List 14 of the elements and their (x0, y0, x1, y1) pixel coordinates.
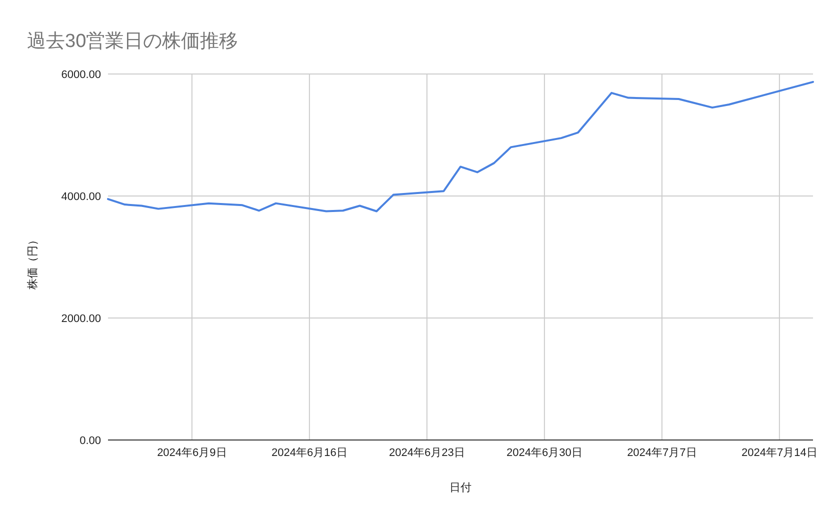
x-tick-label: 2024年6月30日 (506, 447, 582, 459)
chart-title: 過去30営業日の株価推移 (27, 31, 238, 52)
y-tick-label: 4000.00 (61, 190, 101, 203)
x-tick-label: 2024年6月23日 (389, 447, 465, 459)
x-tick-label: 2024年7月14日 (742, 447, 818, 459)
y-tick-label: 0.00 (80, 434, 101, 447)
y-tick-label: 2000.00 (61, 312, 101, 325)
x-tick-label: 2024年7月7日 (627, 447, 697, 459)
x-axis-title: 日付 (450, 482, 472, 494)
x-tick-label: 2024年6月9日 (157, 447, 227, 459)
y-tick-label: 6000.00 (61, 68, 101, 81)
x-tick-label: 2024年6月16日 (272, 447, 348, 459)
line-series (107, 80, 814, 212)
y-axis-title: 株価（円） (26, 234, 39, 290)
